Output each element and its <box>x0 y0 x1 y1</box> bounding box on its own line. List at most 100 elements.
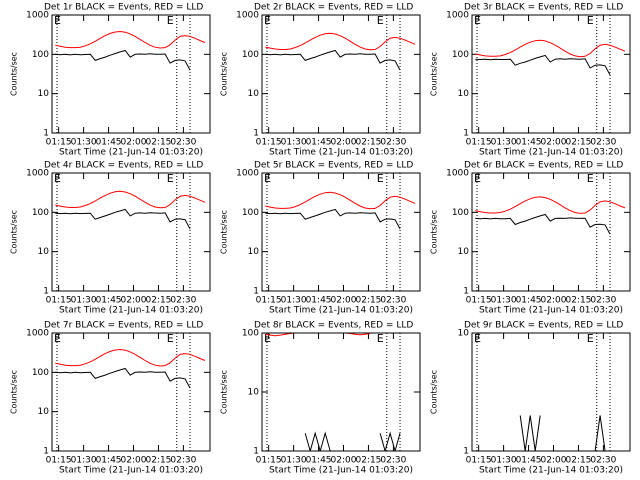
y-axis-label: Counts/sec <box>430 370 439 414</box>
x-axis-label: Start Time (21-Jun-14 01:03:20) <box>479 306 623 316</box>
x-tick-label: 01:15 <box>466 456 492 466</box>
y-axis-label: Counts/sec <box>430 52 439 96</box>
series-line <box>265 49 401 71</box>
x-tick-label: 01:15 <box>256 138 282 148</box>
x-tick-label: 01:30 <box>491 138 517 148</box>
series-line <box>55 30 206 49</box>
panel: Det 3r BLACK = Events, RED = LLD Start Ti… <box>430 3 631 158</box>
x-tick-label: 02:30 <box>170 296 196 306</box>
x-tick-label: 02:30 <box>170 138 196 148</box>
x-tick-label: 01:30 <box>491 456 517 466</box>
x-axis-label: Start Time (21-Jun-14 01:03:20) <box>59 148 203 158</box>
y-tick-label: 10 <box>38 247 50 257</box>
y-tick-label: 100 <box>242 50 259 60</box>
y-tick-label: 1 <box>463 129 469 139</box>
x-tick-label: 01:45 <box>96 296 122 306</box>
series-line <box>519 415 606 451</box>
plot-frame <box>471 14 631 134</box>
y-tick-label: 1000 <box>236 11 259 21</box>
y-tick-label: 1 <box>253 447 259 457</box>
y-tick-label: 10 <box>458 89 470 99</box>
series-line <box>55 208 191 230</box>
x-tick-label: 01:45 <box>306 456 332 466</box>
x-tick-label: 02:15 <box>145 138 171 148</box>
y-tick-label: 10 <box>248 388 260 398</box>
panel: Det 2r BLACK = Events, RED = LLD Start Ti… <box>220 3 421 158</box>
x-tick-label: 01:15 <box>466 138 492 148</box>
panel: Det 7r BLACK = Events, RED = LLD Start Ti… <box>10 321 211 476</box>
series-line <box>55 190 206 209</box>
annotation: E <box>264 14 271 27</box>
x-tick-label: 02:30 <box>380 138 406 148</box>
panel-title: Det 2r BLACK = Events, RED = LLD <box>254 3 413 13</box>
annotation: E <box>587 14 594 27</box>
y-axis-label: Counts/sec <box>10 210 19 254</box>
x-tick-label: 01:45 <box>516 296 542 306</box>
y-tick-label: 1 <box>43 287 49 297</box>
series-line <box>475 54 611 76</box>
annotation: E <box>54 14 61 27</box>
x-tick-label: 02:00 <box>541 456 567 466</box>
x-tick-label: 01:30 <box>71 138 97 148</box>
y-tick-label: 1 <box>43 447 49 457</box>
y-tick-label: 100 <box>32 208 49 218</box>
panel-title: Det 4r BLACK = Events, RED = LLD <box>44 161 203 171</box>
plot-frame <box>261 332 421 452</box>
y-tick-label: 10 <box>248 89 260 99</box>
y-tick-label: 1000 <box>446 11 469 21</box>
panel-title: Det 6r BLACK = Events, RED = LLD <box>464 161 623 171</box>
panel: Det 6r BLACK = Events, RED = LLD Start Ti… <box>430 161 631 316</box>
x-axis-label: Start Time (21-Jun-14 01:03:20) <box>59 306 203 316</box>
annotation: E <box>474 332 481 345</box>
annotation: E <box>377 14 384 27</box>
x-tick-label: 01:30 <box>71 456 97 466</box>
plot-frame <box>51 332 211 452</box>
x-tick-label: 02:00 <box>121 456 147 466</box>
series-line <box>55 348 206 367</box>
plot-frame <box>51 14 211 134</box>
y-tick-label: 1 <box>463 447 469 457</box>
annotation: E <box>587 332 594 345</box>
series-line <box>265 191 416 210</box>
x-tick-label: 01:30 <box>281 296 307 306</box>
x-tick-label: 02:15 <box>145 296 171 306</box>
x-tick-label: 02:30 <box>380 456 406 466</box>
x-tick-label: 01:30 <box>491 296 517 306</box>
y-axis-label: Counts/sec <box>430 210 439 254</box>
panel-title: Det 8r BLACK = Events, RED = LLD <box>254 321 413 331</box>
x-tick-label: 02:30 <box>590 296 616 306</box>
x-tick-label: 02:30 <box>170 456 196 466</box>
series-line <box>265 32 416 51</box>
y-tick-label: 1000 <box>26 11 49 21</box>
x-tick-label: 02:15 <box>565 138 591 148</box>
annotation: E <box>54 332 61 345</box>
y-axis-label: Counts/sec <box>220 52 229 96</box>
x-tick-label: 01:45 <box>96 456 122 466</box>
panel: Det 5r BLACK = Events, RED = LLD Start Ti… <box>220 161 421 316</box>
x-tick-label: 01:15 <box>46 296 72 306</box>
y-tick-label: 1 <box>253 287 259 297</box>
x-axis-label: Start Time (21-Jun-14 01:03:20) <box>269 306 413 316</box>
y-tick-label: 100 <box>242 208 259 218</box>
x-tick-label: 02:00 <box>331 296 357 306</box>
x-tick-label: 01:15 <box>46 456 72 466</box>
x-tick-label: 01:45 <box>306 138 332 148</box>
y-tick-label: 10 <box>38 89 50 99</box>
panel: Det 4r BLACK = Events, RED = LLD Start Ti… <box>10 161 211 316</box>
x-tick-label: 02:30 <box>380 296 406 306</box>
plot-frame <box>261 172 421 292</box>
annotation: E <box>167 14 174 27</box>
x-tick-label: 02:00 <box>331 456 357 466</box>
annotation: E <box>167 332 174 345</box>
series-line <box>265 208 401 230</box>
annotation: E <box>474 14 481 27</box>
y-axis-label: Counts/sec <box>220 370 229 414</box>
x-tick-label: 02:15 <box>355 138 381 148</box>
annotation: E <box>54 172 61 185</box>
x-tick-label: 02:00 <box>541 296 567 306</box>
plot-frame <box>471 172 631 292</box>
series-line <box>55 49 191 71</box>
y-tick-label: 100 <box>32 368 49 378</box>
